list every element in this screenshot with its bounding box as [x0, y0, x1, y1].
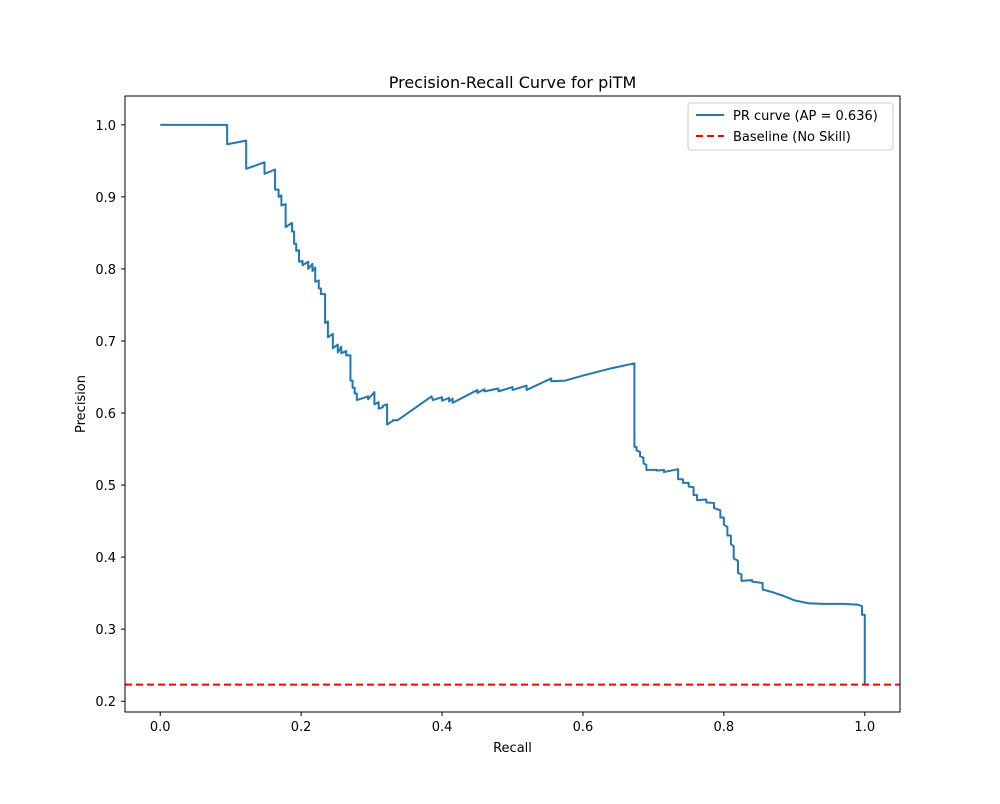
legend-box: [687, 102, 894, 151]
x-axis-ticks: 0.0 0.2 0.4 0.6 0.8 1.0: [150, 712, 875, 735]
axes-frame: [124, 95, 901, 713]
legend-label-baseline: Baseline (No Skill): [733, 130, 851, 145]
y-tick-label: 0.2: [95, 695, 116, 710]
x-tick-label: 0.8: [714, 720, 735, 735]
plot-area: [124, 95, 901, 713]
y-tick-label: 0.8: [95, 263, 116, 278]
y-axis-ticks: 0.2 0.3 0.4 0.5 0.6 0.7 0.8 0.9 1.0: [95, 119, 125, 710]
chart-title: Precision-Recall Curve for piTM: [389, 73, 637, 92]
x-tick-label: 1.0: [854, 720, 875, 735]
series-line-pr-curve: [160, 123, 866, 686]
legend: PR curve (AP = 0.636) Baseline (No Skill…: [687, 102, 894, 151]
x-tick-label: 0.4: [432, 720, 453, 735]
y-tick-label: 1.0: [95, 119, 116, 134]
y-tick-label: 0.4: [95, 551, 116, 566]
legend-label-pr-curve: PR curve (AP = 0.636): [733, 109, 878, 124]
series-layer: [125, 123, 900, 686]
y-axis-label: Precision: [74, 375, 89, 433]
y-tick-label: 0.5: [95, 479, 116, 494]
x-tick-label: 0.6: [573, 720, 594, 735]
y-tick-label: 0.7: [95, 335, 116, 350]
y-tick-label: 0.6: [95, 407, 116, 422]
x-tick-label: 0.2: [291, 720, 312, 735]
x-tick-label: 0.0: [150, 720, 171, 735]
y-tick-label: 0.3: [95, 623, 116, 638]
y-tick-label: 0.9: [95, 191, 116, 206]
x-axis-label: Recall: [493, 741, 532, 756]
